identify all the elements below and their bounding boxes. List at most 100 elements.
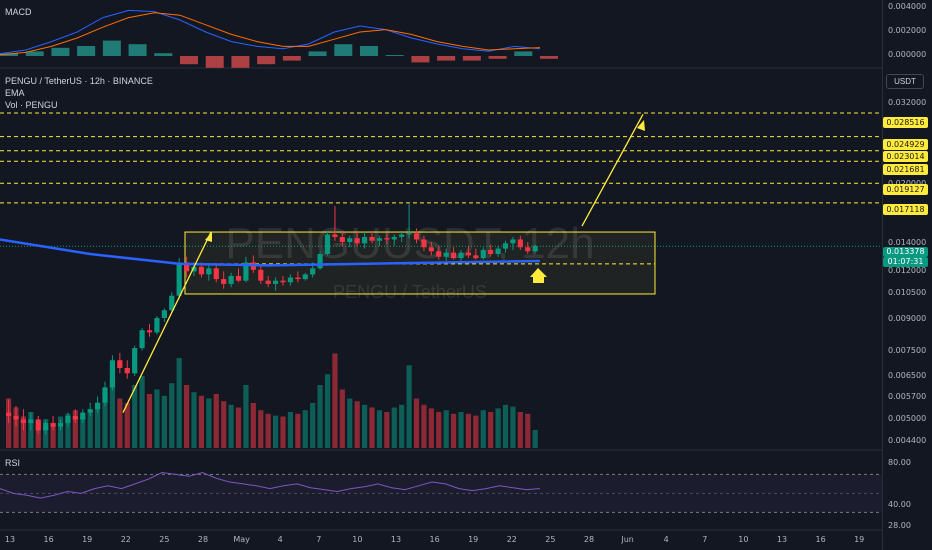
price-tick: 0.014000	[888, 238, 927, 247]
volume-bar	[376, 410, 383, 448]
volume-bar	[206, 398, 212, 448]
candle-body	[510, 239, 516, 244]
candle-body	[50, 423, 56, 427]
volume-bar	[406, 365, 412, 448]
candle-body	[451, 252, 457, 259]
ema-line	[0, 238, 541, 267]
price-tick: 0.012000	[888, 266, 927, 275]
time-tick: 19	[468, 535, 479, 544]
countdown-badge: 01:07:31	[883, 257, 928, 267]
candle-body	[347, 238, 353, 243]
currency-unit-button[interactable]: USDT	[886, 74, 924, 89]
candle-body	[413, 233, 420, 240]
volume-bar	[280, 416, 286, 448]
volume-bar	[451, 413, 457, 448]
volume-bar	[102, 392, 108, 448]
volume-bar	[221, 401, 227, 448]
candle-body	[480, 249, 486, 259]
macd-histogram-bar	[282, 56, 301, 61]
candle-body	[376, 238, 383, 241]
volume-bar	[362, 404, 368, 448]
time-tick: 10	[352, 535, 363, 544]
volume-label[interactable]: Vol · PENGU	[5, 100, 58, 110]
volume-bar	[332, 353, 338, 448]
candle-body	[265, 280, 271, 284]
volume-bar	[109, 371, 116, 448]
candle-body	[124, 367, 130, 374]
volume-bar	[13, 407, 19, 448]
time-tick: Jun	[621, 535, 634, 544]
volume-bar	[146, 394, 153, 448]
macd-label: MACD	[5, 7, 32, 17]
candle-body	[465, 252, 472, 256]
candle-body	[354, 238, 360, 244]
time-tick: 13	[4, 535, 16, 544]
candle-body	[6, 412, 12, 417]
rsi-line	[0, 471, 541, 499]
level-badge: 0.021681	[883, 164, 928, 175]
macd-tick: 0.000000	[888, 50, 927, 59]
volume-bar	[339, 389, 345, 448]
volume-bar	[169, 383, 175, 448]
projection-arrow	[581, 113, 644, 227]
volume-bar	[525, 413, 531, 448]
candle-body	[421, 239, 427, 248]
ema-label[interactable]: EMA	[5, 88, 25, 98]
candle-body	[332, 234, 338, 237]
symbol-label[interactable]: PENGU / TetherUS · 12h · BINANCE	[5, 76, 153, 86]
rsi-tick: 28.00	[888, 521, 911, 530]
volume-bar	[139, 376, 145, 448]
volume-bar	[35, 421, 41, 448]
volume-bar	[117, 398, 123, 448]
macd-histogram-bar	[102, 40, 121, 56]
candle-body	[213, 268, 219, 280]
candle-body	[65, 416, 71, 424]
volume-bar	[428, 408, 434, 448]
volume-bar	[191, 392, 197, 448]
candle-body	[57, 423, 64, 427]
candle-body	[280, 280, 286, 283]
volume-bar	[57, 416, 64, 448]
candle-body	[369, 236, 375, 241]
volume-bar	[80, 415, 86, 448]
price-tick: 0.005700	[888, 392, 927, 401]
candle-body	[443, 252, 449, 257]
candle-body	[310, 268, 316, 275]
candle-body	[258, 269, 264, 281]
price-axis[interactable]	[882, 0, 932, 550]
candle-body	[72, 416, 78, 420]
macd-line	[0, 9, 541, 55]
macd-histogram-bar	[385, 55, 404, 56]
time-tick: 7	[316, 535, 322, 544]
volume-bar	[198, 395, 205, 448]
candle-body	[339, 236, 345, 243]
volume-bar	[443, 410, 449, 448]
volume-bar	[176, 358, 182, 448]
candle-body	[235, 275, 242, 281]
candle-body	[384, 238, 390, 240]
trend-arrow	[122, 231, 212, 413]
volume-bar	[250, 403, 256, 448]
arrow-head	[637, 120, 645, 131]
candle-body	[517, 239, 523, 248]
time-tick: 25	[159, 535, 170, 544]
chart-canvas[interactable]: PENGUUSDT, 12h PENGU / TetherUS	[0, 0, 882, 550]
price-tick: 0.032000	[888, 98, 927, 107]
volume-bar	[458, 412, 464, 448]
volume-bar	[510, 406, 516, 448]
volume-bar	[532, 430, 538, 448]
macd-histogram-bar	[0, 53, 18, 56]
time-tick: 28	[583, 535, 595, 544]
volume-bar	[354, 401, 360, 448]
time-tick: 13	[390, 535, 402, 544]
time-tick: 4	[663, 535, 669, 544]
macd-histogram-bar	[25, 51, 44, 56]
macd-histogram-bar	[360, 46, 378, 56]
watermark-name: PENGU / TetherUS	[333, 282, 487, 302]
macd-histogram-bar	[411, 56, 430, 63]
candle-body	[139, 330, 145, 349]
volume-bar	[302, 410, 308, 448]
candle-body	[458, 252, 464, 259]
candle-body	[28, 419, 34, 424]
